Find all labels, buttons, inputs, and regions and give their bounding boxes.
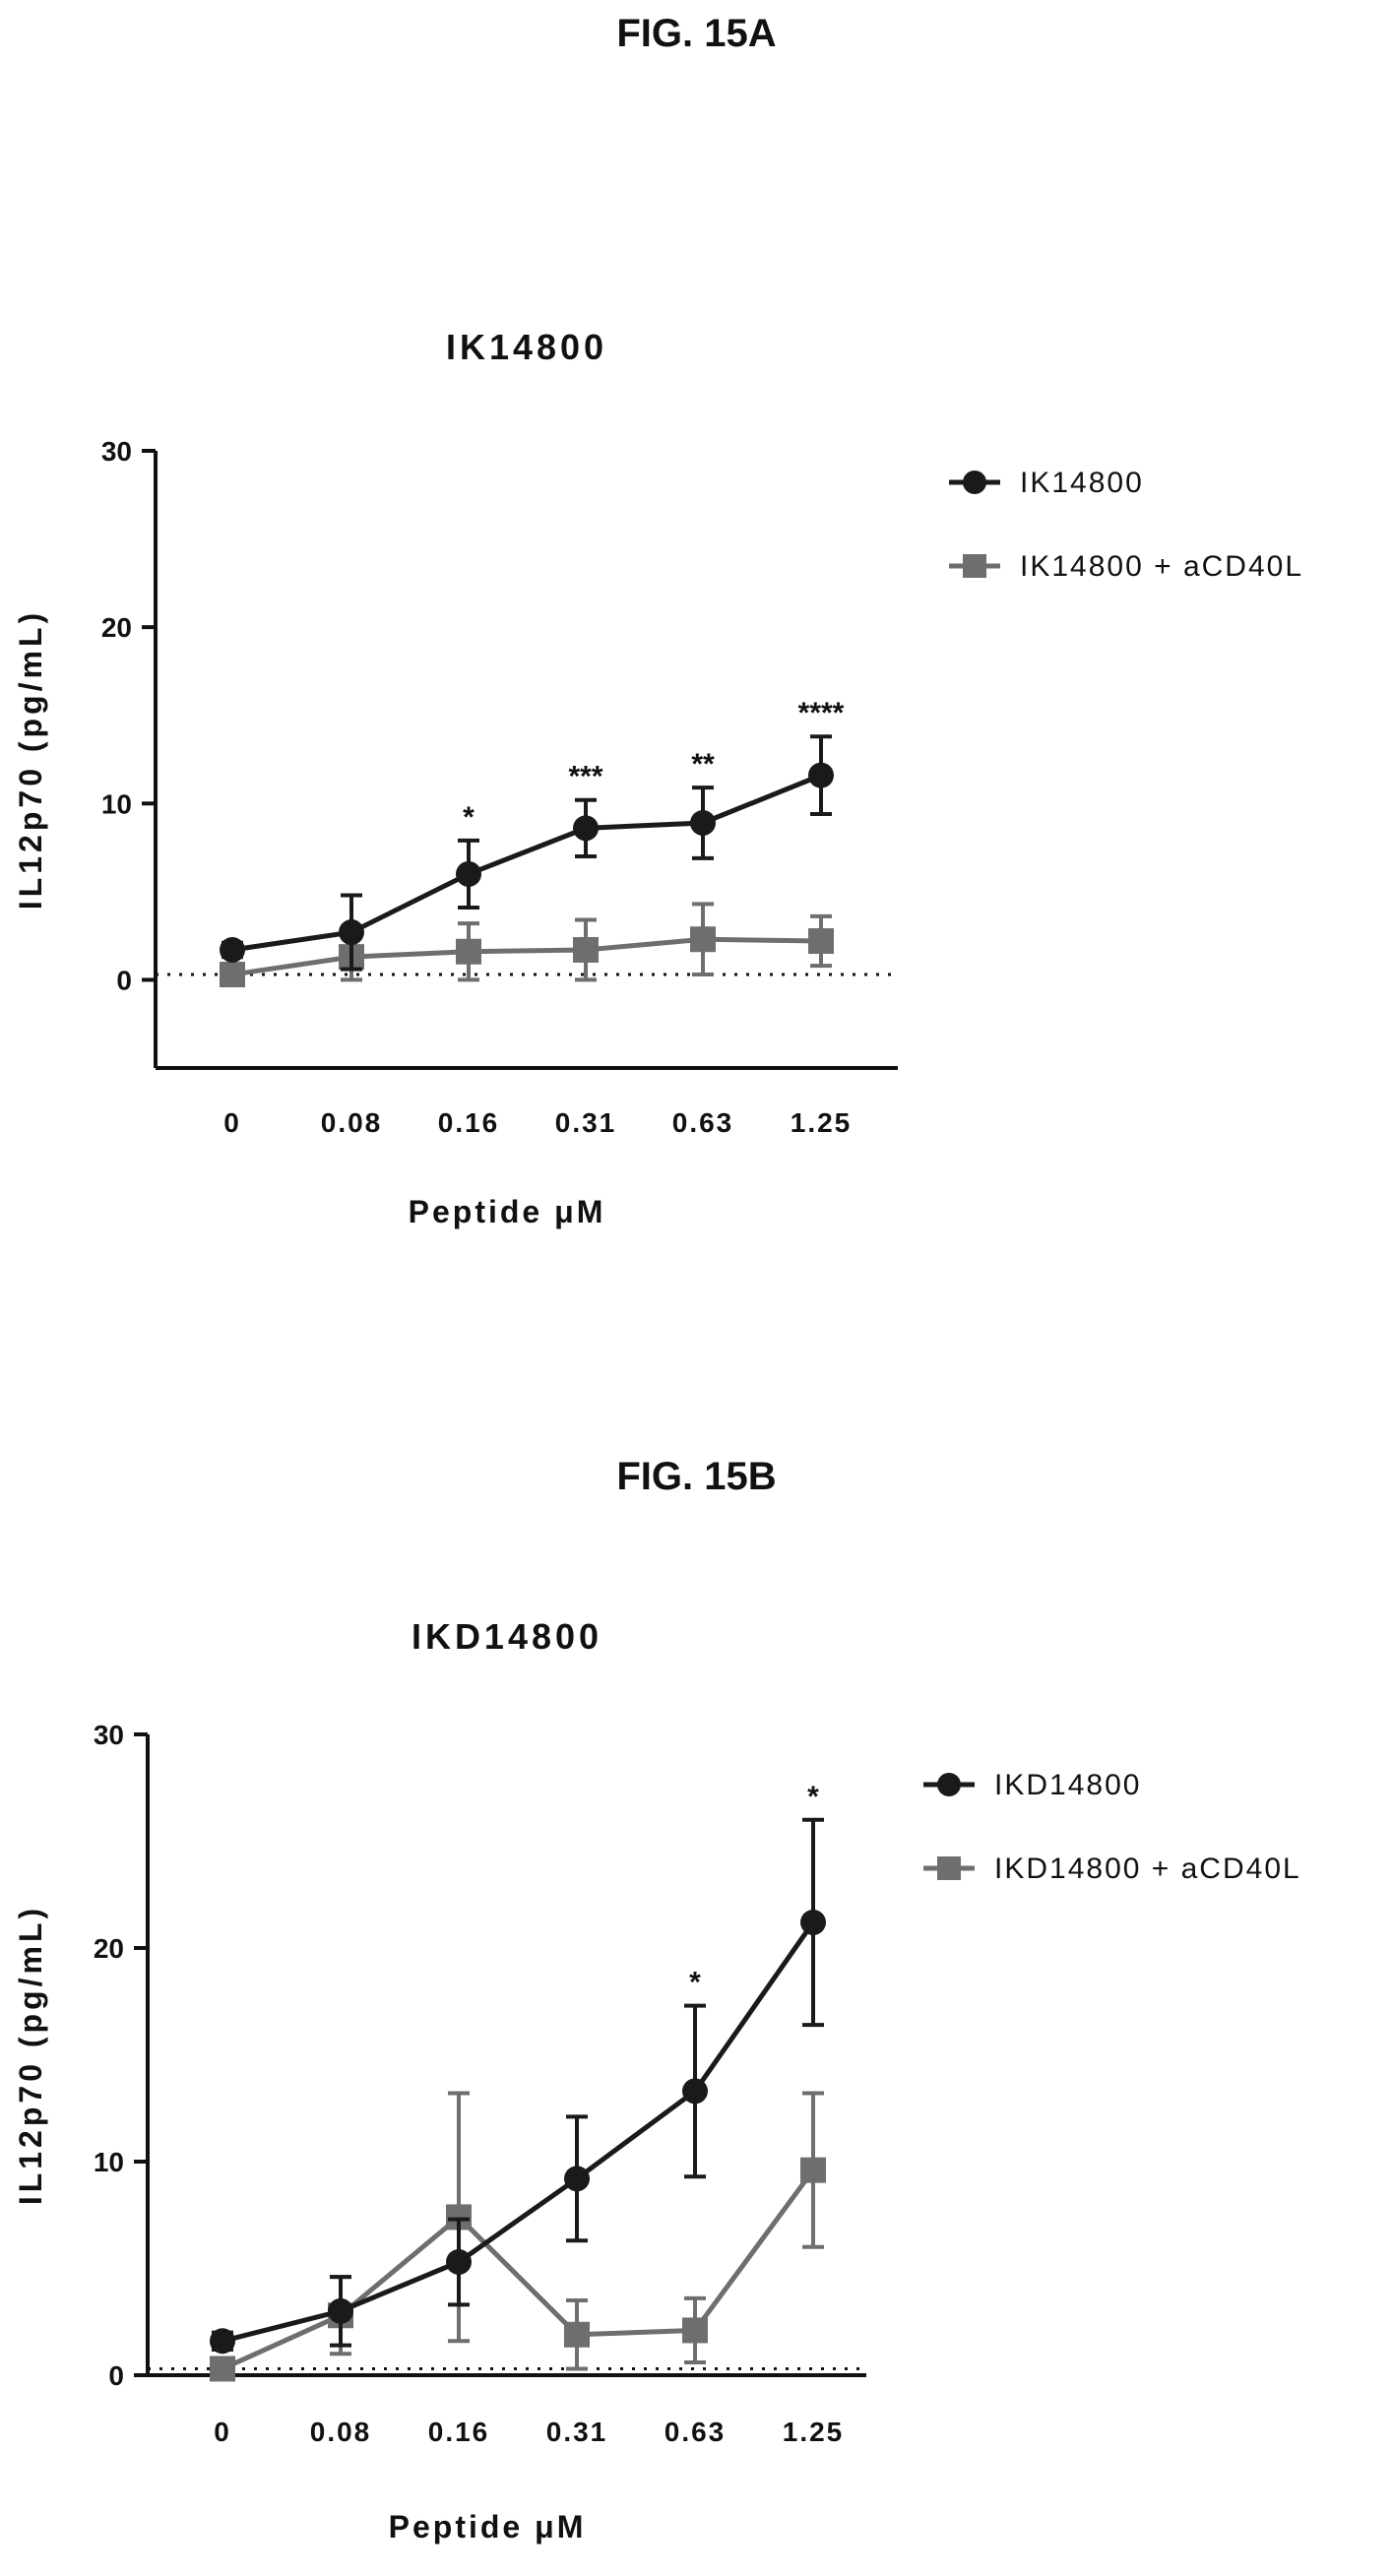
legend-label: IK14800 + aCD40L xyxy=(1020,550,1303,583)
significance-label: * xyxy=(463,801,475,834)
figure-label-b: FIG. 15B xyxy=(616,1455,777,1498)
significance-label: * xyxy=(807,1781,819,1813)
data-point xyxy=(573,936,599,963)
y-tick-label: 20 xyxy=(94,1933,124,1964)
y-tick-label: 0 xyxy=(108,2360,124,2391)
x-axis-label: Peptide μM xyxy=(389,2509,587,2545)
data-point xyxy=(564,2166,590,2192)
x-tick-label: 1.25 xyxy=(783,2417,845,2447)
significance-label: ** xyxy=(691,748,715,781)
y-tick-label: 20 xyxy=(101,612,132,643)
data-point xyxy=(808,928,834,955)
x-tick-label: 0.16 xyxy=(428,2417,490,2447)
data-point xyxy=(808,762,834,788)
chart-title: IK14800 xyxy=(446,327,607,367)
data-point xyxy=(339,919,364,946)
significance-label: *** xyxy=(568,761,602,793)
figure-label-a: FIG. 15A xyxy=(616,12,777,55)
data-point xyxy=(220,962,245,988)
series-line xyxy=(231,936,822,977)
data-point xyxy=(446,2248,472,2275)
x-tick-label: 0.16 xyxy=(438,1107,500,1138)
legend-marker xyxy=(963,554,986,578)
x-tick-label: 0.08 xyxy=(310,2417,372,2447)
legend-label: IKD14800 + aCD40L xyxy=(994,1853,1301,1885)
legend-marker xyxy=(937,1856,961,1880)
data-point xyxy=(456,860,481,887)
chart-ikd14800: IKD14800 0 10 20 30 0 0.08 0.16 0.31 0.63 1.25 Pept… xyxy=(13,1616,1301,2545)
x-tick-label: 0.63 xyxy=(665,2417,727,2447)
data-point xyxy=(800,1909,826,1935)
y-tick-label: 30 xyxy=(94,1720,124,1750)
data-point xyxy=(690,809,716,836)
legend-label: IKD14800 xyxy=(994,1769,1141,1801)
chart-ik14800: IK14800 0 10 20 30 0 0.08 0.16 0.31 0.63 1.25 Pepti… xyxy=(13,327,1303,1229)
data-point xyxy=(210,2356,235,2382)
significance-label: **** xyxy=(798,697,845,729)
x-tick-label: 0 xyxy=(223,1107,241,1138)
significance-label: * xyxy=(689,1967,701,1999)
data-point xyxy=(682,2317,708,2344)
x-tick-label: 0.63 xyxy=(672,1107,734,1138)
y-tick-label: 0 xyxy=(116,965,132,995)
data-point xyxy=(456,938,481,965)
x-axis-label: Peptide μM xyxy=(409,1194,606,1229)
data-point xyxy=(800,2157,826,2183)
y-axis-label: IL12p70 (pg/mL) xyxy=(13,609,48,910)
y-tick-label: 10 xyxy=(94,2147,124,2177)
x-tick-label: 0 xyxy=(214,2417,231,2447)
x-tick-label: 0.08 xyxy=(321,1107,383,1138)
data-point xyxy=(690,926,716,953)
y-tick-label: 30 xyxy=(101,436,132,467)
data-point xyxy=(573,815,599,842)
series-line xyxy=(231,773,822,953)
series-line xyxy=(222,1920,816,2344)
x-tick-label: 1.25 xyxy=(791,1107,853,1138)
legend-marker xyxy=(963,471,986,494)
y-tick-label: 10 xyxy=(101,788,132,819)
data-point xyxy=(682,2078,708,2105)
x-tick-label: 0.31 xyxy=(555,1107,617,1138)
data-point xyxy=(210,2328,235,2355)
data-point xyxy=(328,2297,353,2324)
legend-label: IK14800 xyxy=(1020,467,1144,499)
x-tick-label: 0.31 xyxy=(546,2417,608,2447)
y-axis-label: IL12p70 (pg/mL) xyxy=(13,1905,48,2205)
data-point xyxy=(564,2321,590,2348)
legend-marker xyxy=(937,1773,961,1796)
data-point xyxy=(220,936,245,963)
chart-title: IKD14800 xyxy=(412,1616,602,1657)
series-line xyxy=(221,2168,816,2371)
